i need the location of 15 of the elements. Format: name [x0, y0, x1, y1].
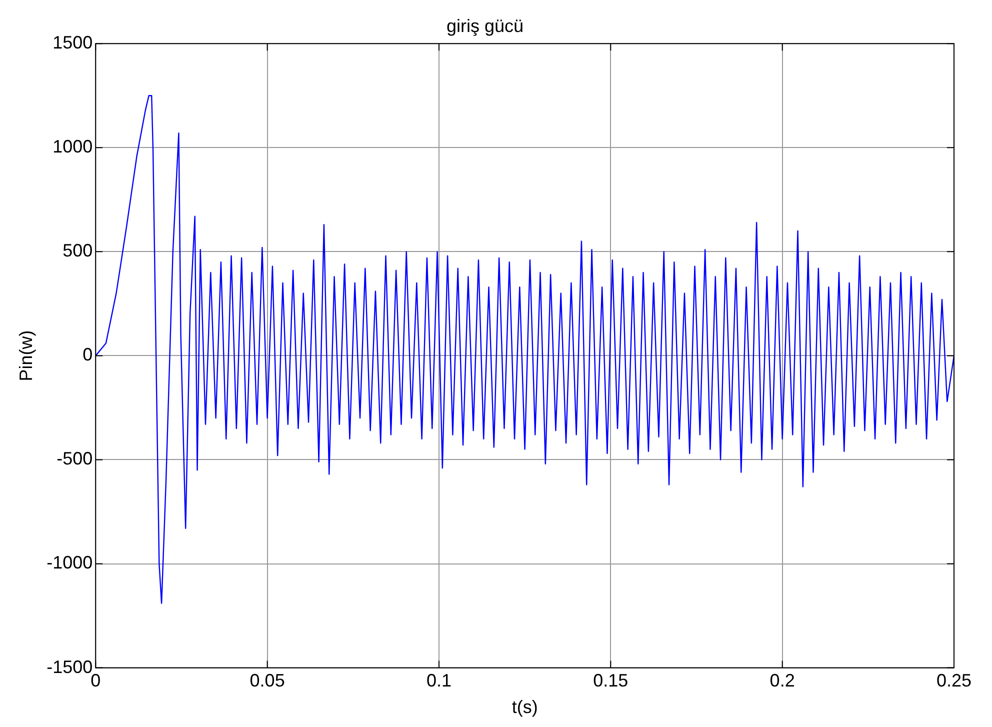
y-tick-label: -500	[56, 448, 93, 469]
y-tick-label: -1000	[46, 552, 93, 573]
y-tick-label: 1500	[52, 32, 93, 53]
x-tick-label: 0.05	[250, 670, 285, 691]
x-tick-label: 0.25	[936, 670, 972, 691]
chart-title: giriş gücü	[446, 16, 524, 36]
y-tick-label: 500	[62, 240, 93, 261]
y-tick-label: 1000	[52, 136, 93, 157]
x-tick-label: 0.2	[770, 670, 795, 691]
y-tick-label: -1500	[46, 656, 93, 677]
x-tick-label: 0.15	[593, 670, 628, 691]
y-tick-label: 0	[82, 344, 93, 365]
x-axis-title: t(s)	[512, 697, 538, 718]
y-axis-title: Pin(w)	[16, 330, 36, 382]
x-tick-label: 0.1	[426, 670, 452, 691]
